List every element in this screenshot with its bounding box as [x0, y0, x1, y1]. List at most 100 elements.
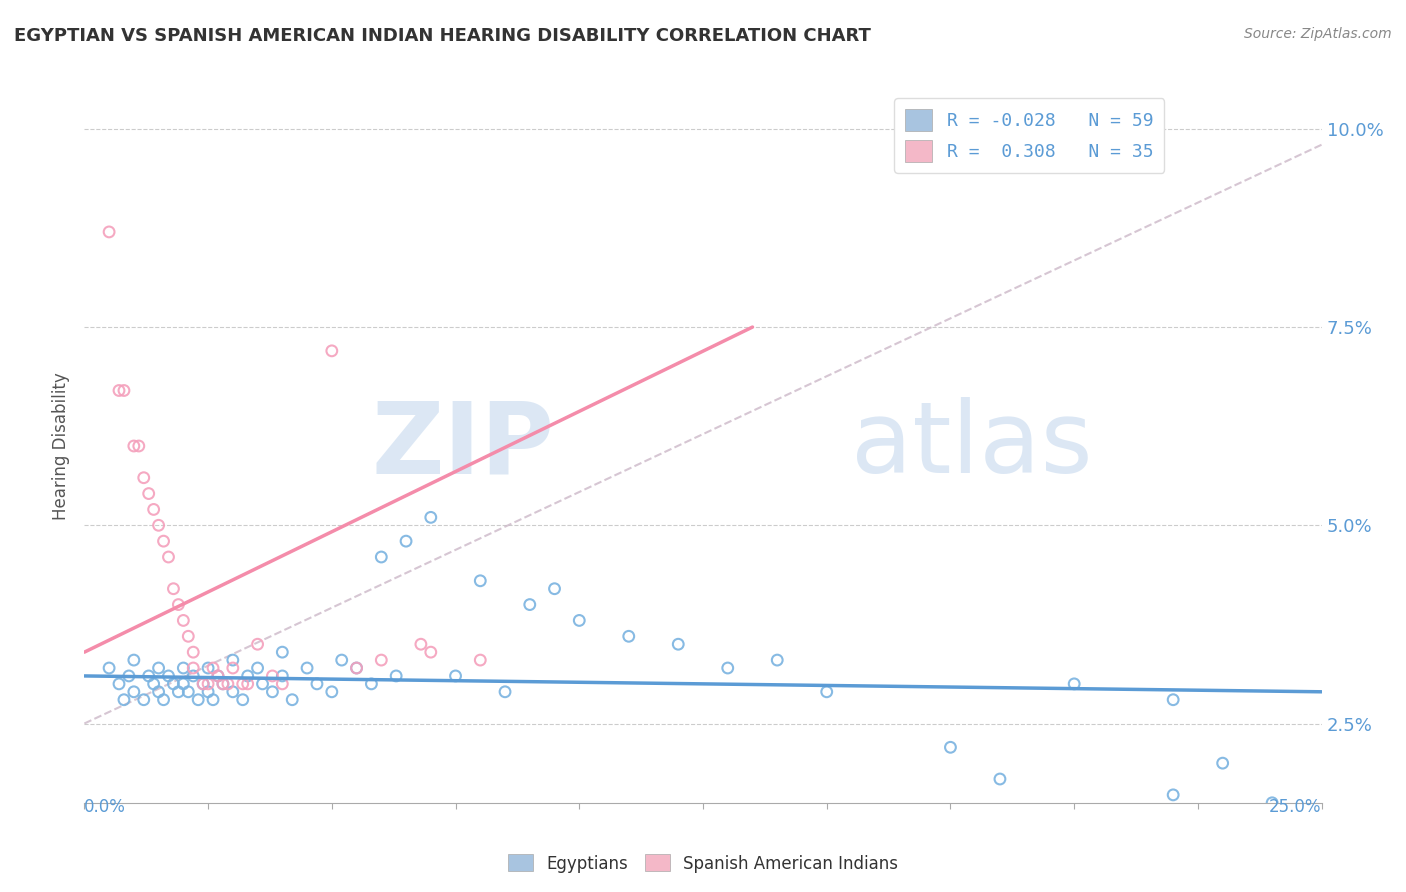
Y-axis label: Hearing Disability: Hearing Disability — [52, 372, 70, 520]
Point — [222, 685, 245, 699]
Point — [187, 692, 209, 706]
Point — [202, 692, 225, 706]
Point — [181, 645, 204, 659]
Point — [271, 669, 294, 683]
Point — [988, 772, 1011, 786]
Point — [162, 677, 184, 691]
Point — [271, 677, 294, 691]
Point — [717, 661, 740, 675]
Point — [202, 661, 225, 675]
Point — [252, 677, 274, 691]
Point — [157, 549, 180, 564]
Point — [385, 669, 408, 683]
Point — [148, 661, 170, 675]
Point — [122, 685, 145, 699]
Point — [138, 669, 160, 683]
Point — [370, 653, 392, 667]
Point — [98, 661, 121, 675]
Point — [262, 685, 284, 699]
Point — [152, 692, 174, 706]
Point — [172, 661, 194, 675]
Legend: R = -0.028   N = 59, R =  0.308   N = 35: R = -0.028 N = 59, R = 0.308 N = 35 — [894, 98, 1164, 173]
Point — [321, 685, 343, 699]
Point — [217, 677, 239, 691]
Point — [167, 685, 190, 699]
Point — [172, 614, 194, 628]
Point — [444, 669, 467, 683]
Point — [494, 685, 516, 699]
Point — [98, 225, 121, 239]
Point — [236, 677, 259, 691]
Point — [271, 645, 294, 659]
Point — [1212, 756, 1234, 771]
Point — [568, 614, 591, 628]
Text: 25.0%: 25.0% — [1270, 797, 1322, 816]
Legend: Egyptians, Spanish American Indians: Egyptians, Spanish American Indians — [502, 847, 904, 880]
Point — [1261, 796, 1284, 810]
Point — [305, 677, 328, 691]
Point — [212, 677, 235, 691]
Point — [222, 661, 245, 675]
Point — [197, 685, 219, 699]
Point — [167, 598, 190, 612]
Point — [191, 677, 214, 691]
Point — [470, 574, 492, 588]
Point — [181, 661, 204, 675]
Point — [519, 598, 541, 612]
Text: EGYPTIAN VS SPANISH AMERICAN INDIAN HEARING DISABILITY CORRELATION CHART: EGYPTIAN VS SPANISH AMERICAN INDIAN HEAR… — [14, 27, 870, 45]
Point — [330, 653, 353, 667]
Point — [212, 677, 235, 691]
Point — [370, 549, 392, 564]
Text: 0.0%: 0.0% — [84, 797, 127, 816]
Point — [148, 518, 170, 533]
Point — [138, 486, 160, 500]
Point — [157, 669, 180, 683]
Point — [346, 661, 368, 675]
Point — [142, 502, 165, 516]
Point — [470, 653, 492, 667]
Point — [181, 669, 204, 683]
Point — [232, 677, 254, 691]
Point — [222, 653, 245, 667]
Point — [207, 669, 229, 683]
Point — [346, 661, 368, 675]
Point — [815, 685, 838, 699]
Point — [132, 692, 155, 706]
Point — [197, 677, 219, 691]
Point — [128, 439, 150, 453]
Point — [172, 677, 194, 691]
Point — [112, 384, 135, 398]
Point — [395, 534, 418, 549]
Point — [152, 534, 174, 549]
Point — [142, 677, 165, 691]
Point — [295, 661, 318, 675]
Point — [419, 645, 441, 659]
Point — [262, 669, 284, 683]
Point — [360, 677, 382, 691]
Point — [1161, 692, 1184, 706]
Point — [108, 384, 131, 398]
Text: ZIP: ZIP — [371, 398, 554, 494]
Point — [321, 343, 343, 358]
Point — [191, 677, 214, 691]
Point — [232, 692, 254, 706]
Point — [118, 669, 141, 683]
Text: Source: ZipAtlas.com: Source: ZipAtlas.com — [1244, 27, 1392, 41]
Point — [666, 637, 689, 651]
Point — [112, 692, 135, 706]
Point — [207, 669, 229, 683]
Point — [236, 669, 259, 683]
Point — [1063, 677, 1085, 691]
Point — [281, 692, 304, 706]
Point — [122, 439, 145, 453]
Point — [1161, 788, 1184, 802]
Point — [409, 637, 432, 651]
Point — [197, 661, 219, 675]
Point — [177, 685, 200, 699]
Point — [617, 629, 640, 643]
Point — [148, 685, 170, 699]
Point — [246, 661, 269, 675]
Point — [177, 629, 200, 643]
Text: atlas: atlas — [852, 398, 1092, 494]
Point — [132, 471, 155, 485]
